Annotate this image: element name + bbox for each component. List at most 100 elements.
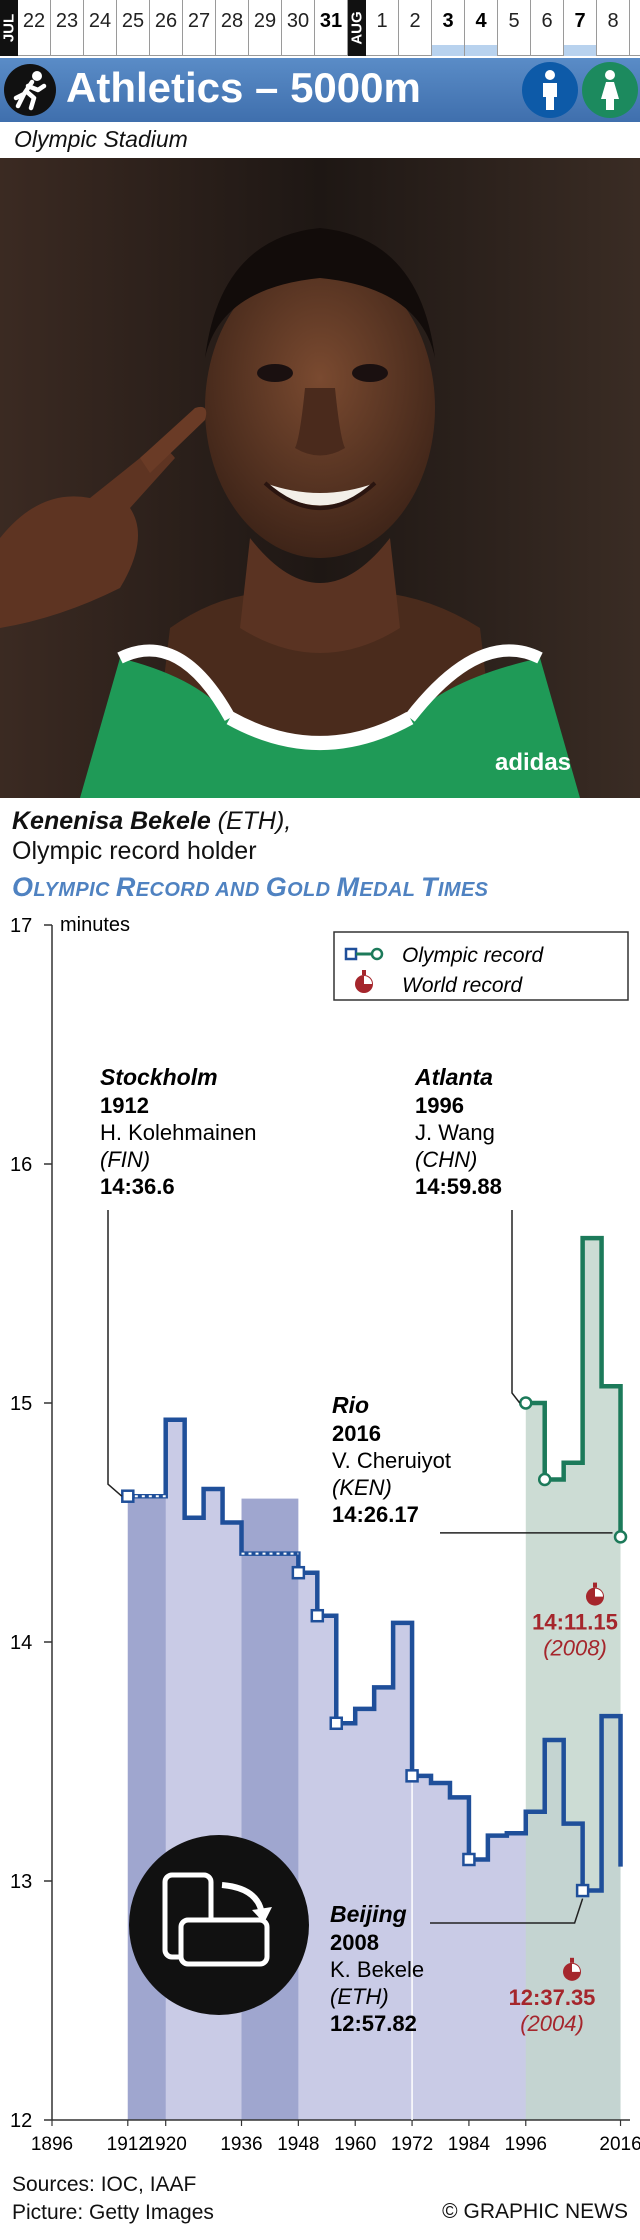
photo-caption: Kenenisa Bekele (ETH), Olympic record ho… (12, 806, 291, 866)
annotation-stockholm-country: (FIN) (100, 1147, 150, 1172)
men-record-marker (310, 1608, 325, 1623)
subtitle-word: LYMPIC (33, 879, 116, 901)
legend-men-marker (344, 947, 358, 961)
sources-label: Sources: IOC, IAAF (12, 2173, 197, 2196)
month-label-aug: AUG (348, 0, 366, 56)
annotation-rio-time: 14:26.17 (332, 1502, 419, 1527)
world-record-time: 14:11.15 (532, 1610, 618, 1635)
women-area-fill (525, 1238, 621, 2120)
calendar-day: 25 (117, 0, 150, 56)
calendar-day: 30 (282, 0, 315, 56)
annotation-beijing-year: 2008 (330, 1930, 379, 1955)
subtitle-cap: T (421, 872, 438, 902)
subtitle-cap: O (12, 872, 34, 902)
men-record-marker (291, 1565, 306, 1580)
annotation-beijing-athlete: K. Bekele (330, 1957, 424, 1982)
annotation-atlanta-athlete: J. Wang (415, 1120, 495, 1145)
annotation-stockholm-time: 14:36.6 (100, 1174, 175, 1199)
calendar-day: 5 (498, 0, 531, 56)
vest-logo-text: adidas (495, 749, 571, 776)
subtitle-word: IMES (437, 879, 489, 901)
athlete-photo: adidas (0, 158, 640, 798)
subtitle-cap: R (115, 872, 136, 902)
world-record-icon-crown (570, 1957, 574, 1963)
calendar-day: 27 (183, 0, 216, 56)
world-record-year: (2004) (520, 2011, 584, 2036)
annotation-rio-athlete: V. Cheruiyot (332, 1448, 451, 1473)
calendar-day: 24 (84, 0, 117, 56)
calendar-day: 28 (216, 0, 249, 56)
subtitle-word: EDAL (359, 879, 422, 901)
y-tick-label: 14 (10, 1632, 32, 1654)
x-tick-label: 1996 (505, 2134, 547, 2150)
annotation-rio-city: Rio (332, 1392, 369, 1418)
venue-label: Olympic Stadium (14, 126, 188, 152)
calendar-day: 3 (432, 0, 465, 56)
x-tick-label: 1896 (31, 2134, 73, 2150)
women-series-line (525, 1235, 623, 1537)
caption-name: Kenenisa Bekele (12, 807, 211, 835)
legend-entry-world: World record (402, 974, 524, 997)
subtitle-word: OLD (287, 879, 337, 901)
record-band (241, 1498, 299, 2120)
calendar-day: 7 (564, 0, 597, 56)
men-record-marker (405, 1769, 419, 1783)
y-tick-label: 13 (10, 1871, 32, 1893)
calendar-day: 1 (366, 0, 399, 56)
legend-world-record-icon-crown (362, 970, 366, 975)
subtitle-word: ECORD AND (135, 879, 266, 901)
y-tick-label: 16 (10, 1154, 32, 1176)
x-tick-label: 1948 (277, 2134, 319, 2150)
world-record-icon-crown (593, 1582, 597, 1588)
calendar-day: 6 (531, 0, 564, 56)
page-title: Athletics – 5000m (66, 64, 421, 111)
x-tick-label: 1920 (145, 2134, 187, 2150)
men-record-marker (121, 1489, 135, 1503)
caption-country: (ETH), (210, 807, 292, 835)
world-record-year: (2008) (543, 1636, 607, 1661)
annotation-stockholm-athlete: H. Kolehmainen (100, 1120, 257, 1145)
annotation-stockholm-city: Stockholm (100, 1064, 218, 1090)
x-tick-label: 1984 (448, 2134, 491, 2150)
men-record-marker (462, 1852, 476, 1867)
calendar-day: 29 (249, 0, 282, 56)
legend-box (333, 931, 629, 1001)
x-tick-label: 1960 (334, 2134, 376, 2150)
world-record-time: 12:37.35 (509, 1985, 596, 2010)
women-record-marker (519, 1396, 533, 1410)
legend-entry-olympic: Olympic record (402, 944, 545, 967)
y-tick-label: 15 (10, 1393, 32, 1415)
y-axis-label: minutes (60, 914, 130, 936)
men-record-marker (575, 1883, 590, 1898)
runner-icon (4, 64, 56, 116)
month-label-jul: JUL (0, 0, 18, 56)
calendar-day: 23 (51, 0, 84, 56)
legend-world-record-icon-hand (364, 976, 372, 984)
women-record-marker (613, 1530, 628, 1544)
annotation-beijing-time: 12:57.82 (330, 2011, 417, 2036)
annotation-beijing-country: (ETH) (330, 1984, 389, 2009)
legend-women-marker (370, 947, 384, 961)
subtitle-cap: G (265, 872, 288, 902)
annotation-atlanta-country: (CHN) (415, 1147, 477, 1172)
rotate-phone-landscape (178, 1917, 270, 1967)
men-record-marker (329, 1716, 344, 1731)
caption-role: Olympic record holder (12, 837, 257, 865)
annotation-atlanta-year: 1996 (415, 1093, 464, 1118)
publisher-credit: © GRAPHIC NEWS (442, 2200, 628, 2223)
rotate-arrow-head (252, 1907, 272, 1923)
calendar-day: 8 (597, 0, 630, 56)
women-record-marker (537, 1472, 552, 1487)
chart-subtitle: OLYMPIC RECORD AND GOLD MEDAL TIMES (12, 872, 488, 903)
leader-atlanta (511, 1210, 521, 1404)
record-band (127, 1498, 166, 2120)
x-tick-label: 2016 (599, 2134, 640, 2150)
annotation-rio-country: (KEN) (332, 1475, 392, 1500)
world-record-icon-hand (572, 1963, 580, 1972)
x-tick-label: 1936 (220, 2134, 262, 2150)
calendar-day: 4 (465, 0, 498, 56)
annotation-beijing-city: Beijing (330, 1901, 407, 1927)
calendar-day: 31 (315, 0, 348, 56)
calendar-day: 26 (150, 0, 183, 56)
